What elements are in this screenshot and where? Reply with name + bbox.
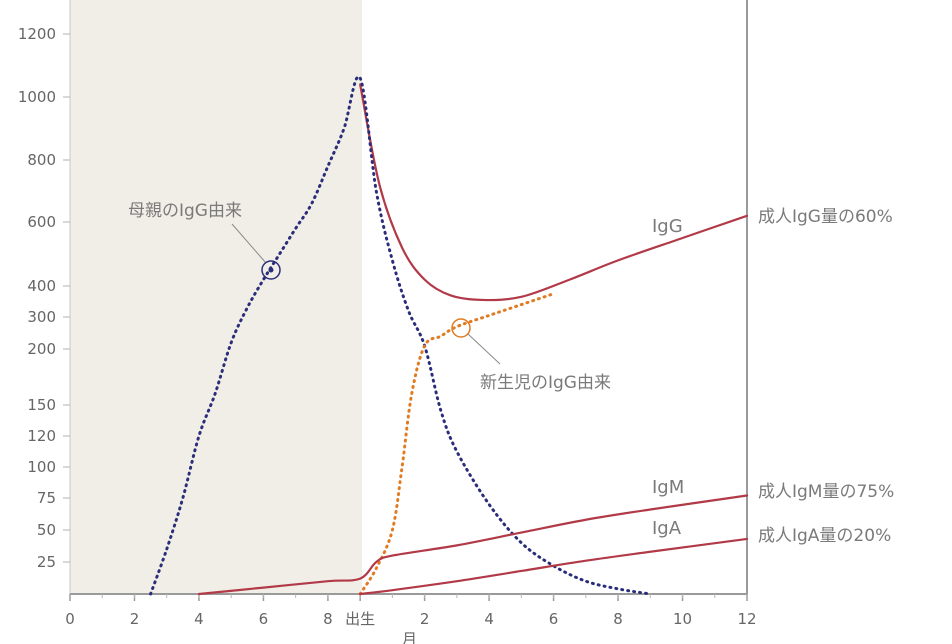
x-tick-label: 6 xyxy=(549,610,559,628)
x-tick-label: 0 xyxy=(65,610,75,628)
x-tick-label: 8 xyxy=(613,610,623,628)
x-tick-label: 4 xyxy=(484,610,494,628)
newborn-marker xyxy=(451,318,471,338)
x-tick-label: 出生 xyxy=(345,610,375,628)
adult-igg-annotation: 成人IgG量の60% xyxy=(758,207,893,227)
series-layer xyxy=(149,75,749,596)
y-tick-label: 200 xyxy=(27,340,56,358)
x-tick-label: 2 xyxy=(130,610,140,628)
y-tick-label: 25 xyxy=(37,553,56,571)
iga-series-label: IgA xyxy=(652,518,682,539)
x-tick-labels: 0 2 4 6 8 出生 2 4 6 8 10 12 xyxy=(65,594,757,628)
y-tick-labels: 25 50 75 100 120 150 200 300 400 600 800 1000 1200 xyxy=(18,25,70,571)
igg-series-label: IgG xyxy=(652,216,683,237)
maternal-leader-line xyxy=(231,223,267,264)
x-tick-label: 2 xyxy=(420,610,430,628)
y-tick-label: 600 xyxy=(27,213,56,231)
maternal-igg-annotation: 母親のIgG由来 xyxy=(128,201,242,221)
newborn-igg-annotation: 新生児のIgG由来 xyxy=(480,373,611,393)
y-tick-label: 1200 xyxy=(18,25,56,43)
y-tick-label: 75 xyxy=(37,489,56,507)
prenatal-shaded-region xyxy=(70,0,362,594)
maternal-marker-dot xyxy=(268,267,274,273)
newborn-igg-curve xyxy=(358,292,556,596)
maternal-marker xyxy=(261,260,281,280)
igg-curve xyxy=(359,83,749,302)
maternal-igg-curve xyxy=(149,75,652,596)
x-axis-title: 月 xyxy=(402,630,417,644)
x-tick-label: 4 xyxy=(194,610,204,628)
igm-series-label: IgM xyxy=(652,477,684,498)
y-tick-label: 120 xyxy=(27,427,56,445)
y-tick-label: 1000 xyxy=(18,88,56,106)
x-tick-label: 12 xyxy=(737,610,756,628)
y-tick-label: 50 xyxy=(37,521,56,539)
adult-igm-annotation: 成人IgM量の75% xyxy=(758,482,894,502)
y-tick-label: 300 xyxy=(27,308,56,326)
x-tick-label: 8 xyxy=(323,610,333,628)
y-tick-label: 400 xyxy=(27,277,56,295)
y-tick-label: 800 xyxy=(27,151,56,169)
newborn-leader-line xyxy=(467,333,501,365)
y-tick-label: 150 xyxy=(27,396,56,414)
y-tick-label: 100 xyxy=(27,458,56,476)
igm-curve xyxy=(197,494,749,596)
x-tick-label: 10 xyxy=(673,610,692,628)
x-tick-label: 6 xyxy=(259,610,269,628)
iga-curve xyxy=(359,537,749,596)
adult-iga-annotation: 成人IgA量の20% xyxy=(758,526,891,546)
